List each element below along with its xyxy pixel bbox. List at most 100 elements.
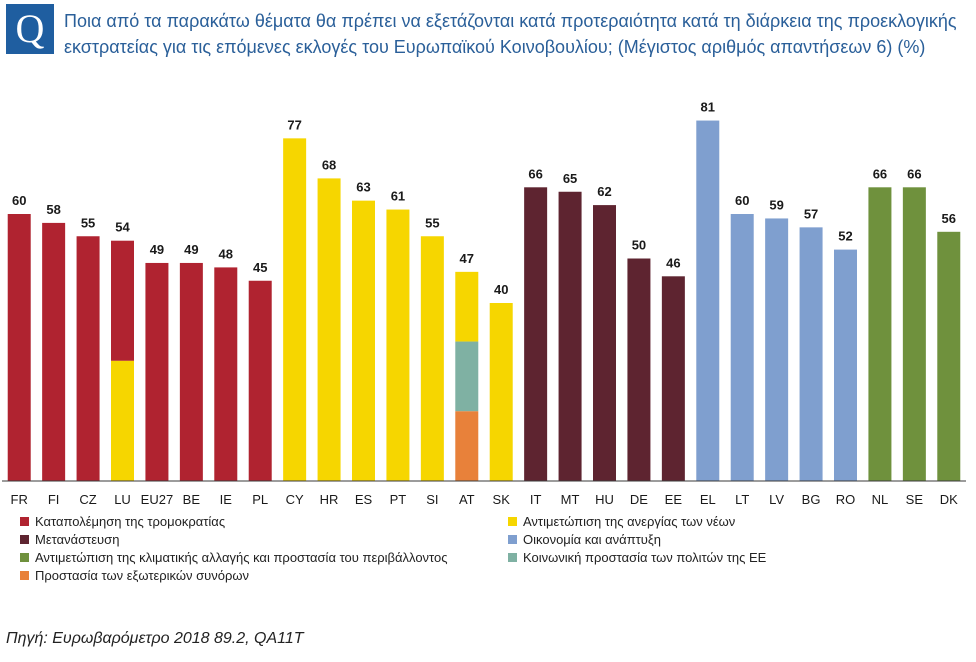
x-tick-hr: HR	[320, 492, 339, 507]
x-tick-ee: EE	[665, 492, 683, 507]
question-badge: Q	[6, 4, 54, 54]
bar-lt	[730, 214, 754, 481]
bar-it	[524, 187, 548, 482]
x-tick-pl: PL	[252, 492, 268, 507]
bar-ee	[661, 276, 685, 481]
x-tick-lu: LU	[114, 492, 131, 507]
value-label-lv: 59	[769, 197, 783, 212]
value-label-cz: 55	[81, 215, 95, 230]
x-tick-be: BE	[183, 492, 201, 507]
value-label-se: 66	[907, 166, 921, 181]
bar-ro	[834, 249, 857, 481]
value-label-it: 66	[528, 166, 542, 181]
value-label-si: 55	[425, 215, 439, 230]
legend-swatch	[20, 571, 29, 580]
legend-swatch	[508, 553, 517, 562]
bar-sk	[489, 303, 513, 481]
bar-lv	[765, 218, 789, 481]
value-label-fr: 60	[12, 193, 26, 208]
legend-swatch	[20, 553, 29, 562]
x-tick-lv: LV	[769, 492, 784, 507]
bar-at-social_protection	[455, 341, 479, 412]
legend-label: Κοινωνική προστασία των πολιτών της ΕΕ	[523, 550, 767, 565]
chart-legend: Καταπολέμηση της τρομοκρατίας Αντιμετώπισ…	[20, 514, 960, 586]
legend-swatch	[20, 535, 29, 544]
bar-se	[902, 187, 926, 482]
value-label-ee: 46	[666, 255, 680, 270]
legend-label: Μετανάστευση	[35, 532, 120, 547]
bar-ie	[214, 267, 238, 481]
value-label-pl: 45	[253, 260, 267, 275]
x-tick-nl: NL	[872, 492, 889, 507]
value-label-ie: 48	[219, 246, 233, 261]
legend-item-youth-unemployment: Αντιμετώπιση της ανεργίας των νέων	[508, 514, 735, 529]
value-label-be: 49	[184, 242, 198, 257]
x-tick-fr: FR	[11, 492, 28, 507]
bar-fr	[7, 214, 31, 481]
x-tick-ie: IE	[220, 492, 233, 507]
bar-lu-youth_unemployment	[111, 360, 134, 481]
x-tick-hu: HU	[595, 492, 614, 507]
bar-mt	[558, 191, 582, 481]
x-tick-de: DE	[630, 492, 648, 507]
x-tick-it: IT	[530, 492, 542, 507]
bar-fi	[42, 222, 66, 481]
value-label-eu27: 49	[150, 242, 164, 257]
bar-at-external_borders	[455, 411, 479, 481]
legend-label: Αντιμετώπιση της ανεργίας των νέων	[523, 514, 736, 529]
value-label-dk: 56	[942, 211, 956, 226]
legend-swatch	[508, 517, 517, 526]
x-tick-se: SE	[906, 492, 924, 507]
value-label-de: 50	[632, 238, 646, 253]
legend-item-social-protection: Κοινωνική προστασία των πολιτών της ΕΕ	[508, 550, 766, 565]
value-label-hu: 62	[597, 184, 611, 199]
x-tick-dk: DK	[940, 492, 958, 507]
bar-si	[420, 236, 444, 481]
value-label-nl: 66	[873, 166, 887, 181]
question-title: Ποια από τα παρακάτω θέματα θα πρέπει να…	[64, 11, 957, 57]
legend-item-external-borders: Προστασία των εξωτερικών συνόρων	[20, 568, 249, 583]
x-tick-mt: MT	[561, 492, 580, 507]
bar-lu-terrorism	[111, 240, 134, 361]
legend-label: Αντιμετώπιση της κλιματικής αλλαγής και …	[35, 550, 448, 565]
value-label-cy: 77	[287, 117, 301, 132]
value-label-ro: 52	[838, 229, 852, 244]
bar-cy	[283, 138, 307, 481]
legend-item-economy: Οικονομία και ανάπτυξη	[508, 532, 661, 547]
x-tick-lt: LT	[735, 492, 749, 507]
legend-label: Προστασία των εξωτερικών συνόρων	[35, 568, 250, 583]
bar-nl	[868, 187, 892, 482]
legend-label: Οικονομία και ανάπτυξη	[523, 532, 661, 547]
value-label-lu: 54	[115, 220, 130, 235]
x-tick-ro: RO	[836, 492, 856, 507]
value-label-sk: 40	[494, 282, 508, 297]
x-tick-eu27: EU27	[141, 492, 174, 507]
x-tick-sk: SK	[493, 492, 511, 507]
bar-eu27	[145, 262, 169, 481]
value-label-fi: 58	[46, 202, 60, 217]
bar-dk	[937, 231, 961, 481]
bar-el	[696, 120, 720, 482]
x-tick-cz: CZ	[79, 492, 96, 507]
x-tick-si: SI	[426, 492, 438, 507]
legend-label: Καταπολέμηση της τρομοκρατίας	[35, 514, 226, 529]
bar-hu	[593, 205, 616, 481]
x-tick-el: EL	[700, 492, 716, 507]
bar-es	[352, 200, 375, 481]
question-badge-letter: Q	[15, 6, 45, 51]
x-tick-cy: CY	[286, 492, 304, 507]
legend-swatch	[508, 535, 517, 544]
x-tick-pt: PT	[390, 492, 407, 507]
value-label-hr: 68	[322, 157, 336, 172]
bar-pl	[248, 280, 272, 481]
source-note: Πηγή: Ευρωβαρόμετρο 2018 89.2, QA11T	[6, 630, 304, 647]
legend-item-terrorism: Καταπολέμηση της τρομοκρατίας	[20, 514, 225, 529]
value-label-pt: 61	[391, 189, 405, 204]
bar-cz	[76, 236, 100, 481]
x-tick-fi: FI	[48, 492, 60, 507]
value-label-bg: 57	[804, 206, 818, 221]
x-tick-bg: BG	[802, 492, 821, 507]
bar-pt	[386, 209, 410, 482]
value-label-el: 81	[701, 100, 715, 115]
